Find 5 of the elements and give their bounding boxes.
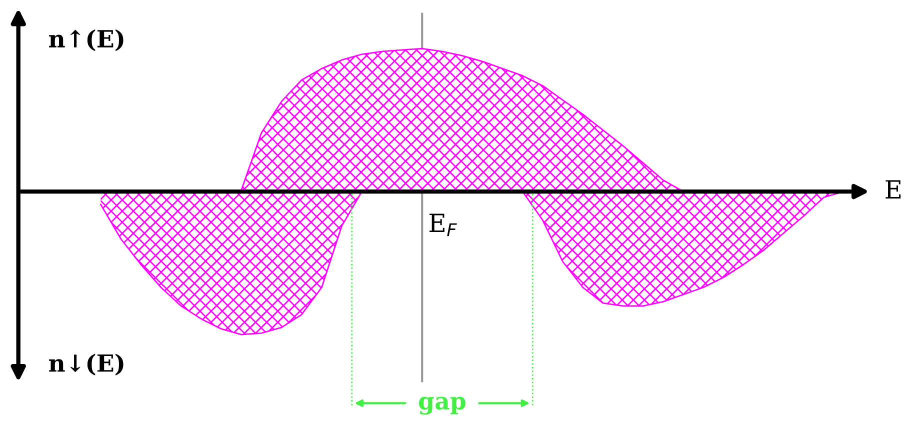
annotation: n↑(E) [49,29,124,52]
text: gap [419,396,466,415]
text: n↓(E) [49,354,124,376]
annotation: E$_{F}$ [430,214,457,236]
x-axis-title: E [886,180,901,198]
